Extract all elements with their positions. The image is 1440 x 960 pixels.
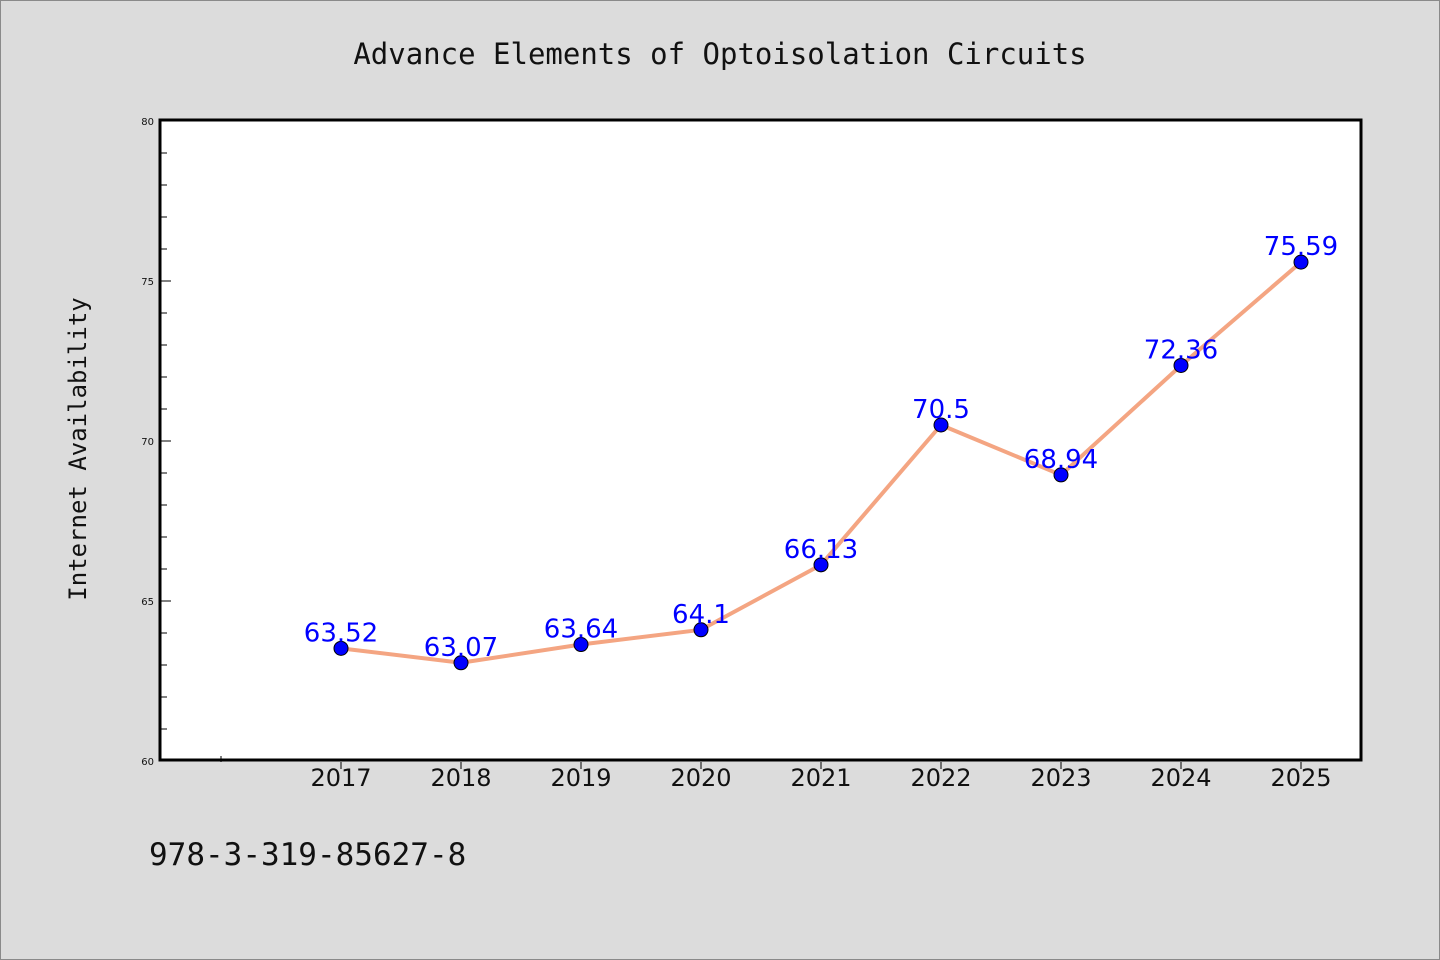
data-point (1293, 254, 1309, 270)
x-tick-label: 2025 (1270, 764, 1331, 792)
x-tick-label: 2018 (430, 764, 491, 792)
plot-area (158, 118, 1363, 762)
data-point (933, 417, 949, 433)
data-label: 63.64 (544, 615, 618, 645)
x-tick-label: 2021 (790, 764, 851, 792)
data-point (813, 557, 829, 573)
x-tick-label: 2022 (910, 764, 971, 792)
y-axis-ticks: 60 65 70 75 80 (141, 117, 171, 768)
x-tick-label: 2019 (550, 764, 611, 792)
y-axis-label: Internet Availability (64, 297, 92, 600)
data-label: 70.5 (912, 395, 970, 425)
data-label: 72.36 (1144, 335, 1218, 365)
x-tick-label: 2023 (1030, 764, 1091, 792)
data-point (1173, 357, 1189, 373)
x-tick-label: 2020 (670, 764, 731, 792)
data-point (693, 622, 709, 638)
chart-title: Advance Elements of Optoisolation Circui… (353, 37, 1086, 71)
data-label: 68.94 (1024, 445, 1098, 475)
data-label: 63.52 (304, 618, 378, 648)
series-layer (333, 254, 1309, 671)
data-point (573, 637, 589, 653)
data-label: 63.07 (424, 633, 498, 663)
data-label: 75.59 (1264, 232, 1338, 262)
data-label: 66.13 (784, 535, 858, 565)
y-tick-label: 75 (141, 277, 154, 288)
data-labels: 63.52 63.07 63.64 64.1 66.13 70.5 68.94 72.36 75… (304, 232, 1338, 663)
x-axis-ticks: 2017 2018 2019 2020 2021 2022 2023 2024 2025 (220, 756, 1332, 792)
x-tick-label: 2017 (310, 764, 371, 792)
y-tick-label: 80 (141, 117, 154, 128)
y-tick-label: 70 (141, 437, 154, 448)
data-point (453, 655, 469, 671)
x-tick-label: 2024 (1150, 764, 1211, 792)
y-tick-label: 60 (141, 757, 154, 768)
data-label: 64.1 (672, 600, 730, 630)
data-point (333, 640, 349, 656)
y-tick-label: 65 (141, 597, 154, 608)
isbn-footer: 978-3-319-85627-8 (149, 837, 466, 873)
data-point (1053, 467, 1069, 483)
